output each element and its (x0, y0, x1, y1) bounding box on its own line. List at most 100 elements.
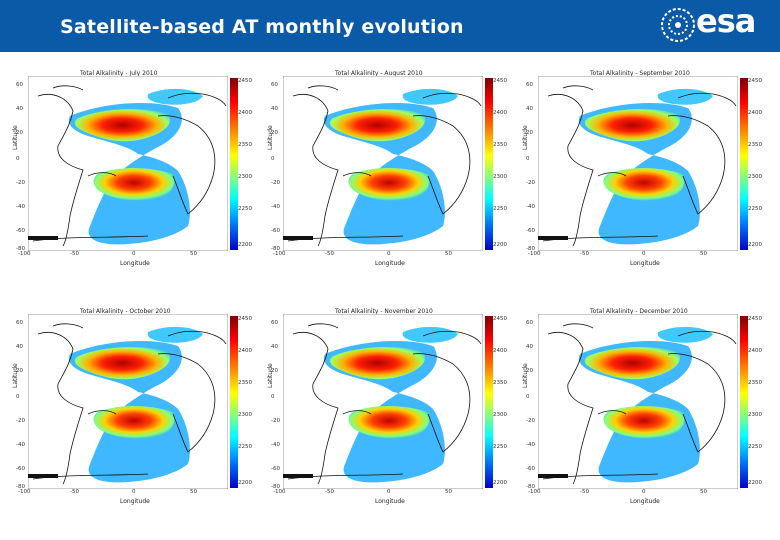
x-tick: -50 (580, 489, 589, 495)
x-tick: 0 (642, 251, 646, 257)
x-axis-label: Longitude (120, 498, 150, 505)
y-axis-label: Latitude (12, 363, 19, 388)
colorbar (230, 316, 238, 488)
colorbar-tick: 2250 (238, 206, 252, 212)
y-tick: -20 (271, 180, 280, 186)
y-tick: 0 (526, 394, 530, 400)
x-tick: 0 (132, 489, 136, 495)
x-tick: -100 (18, 251, 31, 257)
map-panel: Total Alkalinity - October 2010 2 (10, 308, 252, 518)
y-tick: 0 (271, 156, 275, 162)
colorbar-tick: 2400 (748, 348, 762, 354)
colorbar-tick: 2350 (238, 142, 252, 148)
y-tick: 60 (271, 82, 278, 88)
x-tick: 50 (445, 489, 452, 495)
x-tick: -50 (325, 489, 334, 495)
x-tick: -100 (528, 489, 541, 495)
y-tick: -60 (16, 466, 25, 472)
y-tick: 0 (16, 394, 20, 400)
y-tick: -80 (16, 246, 25, 252)
y-tick: -80 (271, 246, 280, 252)
y-tick: -40 (526, 442, 535, 448)
colorbar (485, 78, 493, 250)
x-tick: 0 (387, 251, 391, 257)
y-tick: 20 (16, 130, 23, 136)
y-tick: -40 (16, 442, 25, 448)
y-tick: -40 (526, 204, 535, 210)
y-tick: 0 (271, 394, 275, 400)
map-plot-5 (538, 314, 738, 489)
colorbar-tick: 2250 (748, 206, 762, 212)
y-tick: -40 (271, 204, 280, 210)
y-tick: -20 (271, 418, 280, 424)
colorbar (740, 78, 748, 250)
y-tick: -60 (16, 228, 25, 234)
page-title: Satellite-based AT monthly evolution (60, 16, 464, 38)
y-tick: -80 (16, 484, 25, 490)
y-axis-label: Latitude (267, 363, 274, 388)
colorbar-tick: 2300 (493, 412, 507, 418)
map-plot-1 (283, 76, 483, 251)
y-tick: -60 (526, 466, 535, 472)
map-title: Total Alkalinity - December 2010 (590, 308, 688, 315)
y-tick: -20 (526, 180, 535, 186)
x-tick: 50 (190, 489, 197, 495)
colorbar-tick: 2350 (493, 142, 507, 148)
y-tick: 0 (16, 156, 20, 162)
map-plot-4 (283, 314, 483, 489)
colorbar-tick: 2300 (493, 174, 507, 180)
map-plot-3 (28, 314, 228, 489)
colorbar-tick: 2400 (238, 348, 252, 354)
y-tick: 40 (271, 344, 278, 350)
map-plot-2 (538, 76, 738, 251)
x-tick: 0 (387, 489, 391, 495)
y-tick: 60 (526, 82, 533, 88)
x-tick: -100 (528, 251, 541, 257)
y-tick: -80 (526, 246, 535, 252)
x-axis-label: Longitude (375, 260, 405, 267)
esa-logo-icon (661, 8, 695, 42)
x-tick: -50 (70, 251, 79, 257)
map-panel: Total Alkalinity - November 2010 (265, 308, 507, 518)
y-axis-label: Latitude (522, 363, 529, 388)
x-tick: -50 (580, 251, 589, 257)
y-tick: -20 (16, 180, 25, 186)
y-tick: 60 (526, 320, 533, 326)
y-tick: 0 (526, 156, 530, 162)
y-tick: -60 (271, 466, 280, 472)
y-tick: 20 (526, 368, 533, 374)
colorbar-tick: 2300 (238, 412, 252, 418)
colorbar-tick: 2350 (748, 142, 762, 148)
colorbar-tick: 2200 (748, 480, 762, 486)
x-axis-label: Longitude (120, 260, 150, 267)
colorbar-tick: 2450 (238, 78, 252, 84)
y-tick: -20 (526, 418, 535, 424)
colorbar-tick: 2450 (748, 78, 762, 84)
colorbar-tick: 2250 (748, 444, 762, 450)
x-axis-label: Longitude (630, 260, 660, 267)
y-tick: 20 (271, 130, 278, 136)
y-axis-label: Latitude (522, 125, 529, 150)
colorbar-tick: 2350 (493, 380, 507, 386)
y-tick: 20 (16, 368, 23, 374)
colorbar-tick: 2250 (493, 444, 507, 450)
y-tick: -60 (271, 228, 280, 234)
colorbar-tick: 2200 (238, 480, 252, 486)
x-tick: -100 (273, 251, 286, 257)
colorbar-tick: 2200 (493, 480, 507, 486)
y-tick: 20 (271, 368, 278, 374)
colorbar-tick: 2250 (238, 444, 252, 450)
header-bar: Satellite-based AT monthly evolution esa (0, 0, 780, 52)
esa-logo-text: esa (696, 2, 756, 40)
y-tick: 60 (271, 320, 278, 326)
colorbar-tick: 2350 (748, 380, 762, 386)
map-title: Total Alkalinity - August 2010 (335, 70, 423, 77)
y-axis-label: Latitude (12, 125, 19, 150)
y-tick: 40 (526, 106, 533, 112)
map-title: Total Alkalinity - October 2010 (80, 308, 171, 315)
y-tick: -60 (526, 228, 535, 234)
y-tick: 40 (271, 106, 278, 112)
y-tick: 40 (16, 106, 23, 112)
x-axis-label: Longitude (630, 498, 660, 505)
map-panel: Total Alkalinity - July 2010 2450 (10, 70, 252, 280)
